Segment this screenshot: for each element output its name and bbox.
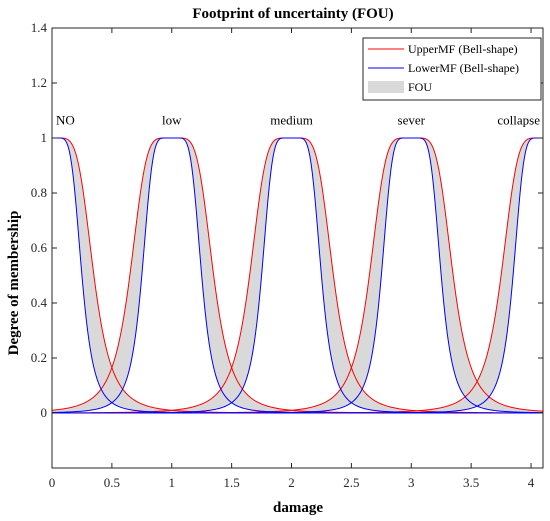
mf-labels: NO low medium sever collapse [56, 112, 540, 127]
y-axis-label: Degree of membership [6, 211, 22, 356]
x-tick-label: 0 [49, 475, 56, 490]
legend-label: LowerMF (Bell-shape) [408, 61, 519, 75]
x-tick-label: 2 [288, 475, 295, 490]
y-ticks: 0 0.2 0.4 0.6 0.8 1 1.2 1.4 [31, 20, 543, 420]
y-tick-label: 0.4 [31, 295, 48, 310]
mf-label-no: NO [56, 112, 75, 127]
x-tick-label: 3.5 [463, 475, 479, 490]
mf-label-collapse: collapse [497, 112, 540, 127]
x-ticks: 0 0.5 1 1.5 2 2.5 3 3.5 4 [49, 28, 535, 490]
x-axis-label: damage [273, 500, 323, 516]
x-tick-label: 3 [408, 475, 415, 490]
y-tick-label: 1.4 [31, 20, 48, 35]
lower-mf-curves [51, 137, 544, 414]
fou-areas [52, 138, 543, 413]
y-tick-label: 1 [41, 130, 48, 145]
lower-mf-collapse [52, 137, 543, 414]
y-tick-label: 0 [41, 405, 48, 420]
mf-label-medium: medium [270, 112, 313, 127]
mf-label-low: low [162, 112, 182, 127]
legend: UpperMF (Bell-shape) LowerMF (Bell-shape)… [362, 37, 542, 101]
x-tick-label: 1 [169, 475, 176, 490]
y-tick-label: 0.6 [31, 240, 48, 255]
y-tick-label: 0.8 [31, 185, 47, 200]
y-tick-label: 1.2 [31, 75, 47, 90]
x-tick-label: 2.5 [343, 475, 359, 490]
legend-label: UpperMF (Bell-shape) [408, 42, 518, 56]
fou-area-sever [52, 138, 543, 413]
legend-label: FOU [408, 80, 432, 94]
fou-area-collapse [52, 138, 543, 413]
y-tick-label: 0.2 [31, 350, 47, 365]
x-tick-label: 4 [528, 475, 535, 490]
x-tick-label: 1.5 [224, 475, 240, 490]
chart-title: Footprint of uncertainty (FOU) [192, 6, 393, 22]
fou-area-no [52, 138, 543, 413]
legend-swatch-fou [368, 81, 404, 93]
x-tick-label: 0.5 [104, 475, 120, 490]
mf-label-sever: sever [398, 112, 426, 127]
